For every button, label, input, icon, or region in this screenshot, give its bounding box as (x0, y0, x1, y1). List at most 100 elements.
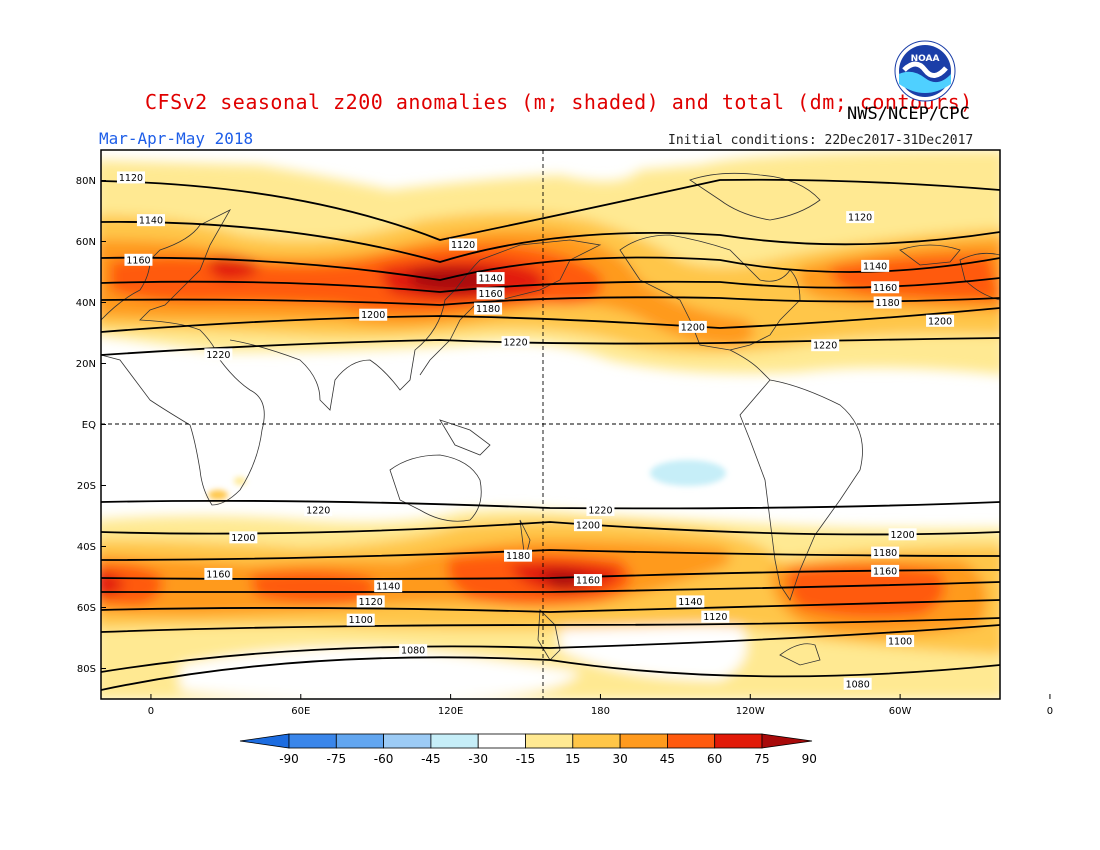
lat-tick-label: 80S (77, 664, 96, 675)
contour-label-bg (676, 595, 705, 608)
colorbar-label: -15 (515, 752, 536, 766)
map-title: CFSv2 seasonal z200 anomalies (m; shaded… (145, 90, 973, 114)
contour-label-bg (204, 348, 233, 361)
contour-label-bg (701, 610, 730, 623)
contour-label: 1120 (359, 597, 383, 608)
contour-label-bg (573, 574, 602, 587)
lat-tick-label: 60N (76, 237, 96, 248)
lon-tick-label: 120W (736, 706, 765, 717)
contour-label: 1180 (876, 298, 900, 309)
contour-label: 1160 (206, 569, 230, 580)
contour-label-bg (678, 320, 707, 333)
colorbar-label: 15 (565, 752, 581, 766)
colorbar-swatch (619, 733, 668, 749)
contour-label-bg (846, 211, 875, 224)
contour-labels: 1120114011601120114011601180120012201220… (116, 171, 955, 690)
colorbar (239, 733, 813, 749)
colorbar-swatch (288, 733, 337, 749)
contour-label: 1180 (506, 551, 530, 562)
contour-label-bg (888, 528, 917, 541)
contour-label-bg (229, 531, 258, 544)
contour-label-bg (504, 549, 533, 562)
colorbar-label: 30 (612, 752, 628, 766)
initial-conditions-label: Initial conditions: 22Dec2017-31Dec2017 (668, 133, 974, 148)
colorbar-swatch (572, 733, 621, 749)
contour-label-bg (346, 613, 375, 626)
contour-label: 1200 (891, 530, 915, 541)
colorbar-label: 60 (707, 752, 723, 766)
contour-label-bg (136, 214, 165, 227)
contour-label: 1220 (306, 505, 330, 516)
lat-tick-label: 40S (77, 542, 96, 553)
contour-label-bg (204, 567, 233, 580)
colorbar-swatch (383, 733, 432, 749)
contour-label-bg (476, 272, 505, 285)
colorbar-label: 45 (659, 752, 676, 766)
coastlines (101, 172, 1000, 666)
contour-label-bg (476, 287, 505, 300)
colorbar-swatch (667, 733, 716, 749)
contour-label-bg (374, 580, 403, 593)
contour-label: 1160 (873, 566, 897, 577)
contour-label-bg (871, 564, 900, 577)
contour-label: 1160 (478, 289, 502, 300)
contour-label-bg (843, 677, 872, 690)
noaa-logo: NOAA (894, 40, 956, 102)
colorbar-swatch (335, 733, 384, 749)
contour-label: 1160 (126, 255, 150, 266)
lat-tick-label: 40N (76, 298, 96, 309)
latitude-axis: 80N 60N 40N 20N EQ 20S 40S 60S 80S (76, 176, 106, 675)
total-height-contours (101, 178, 1000, 691)
contour-label-bg (359, 308, 388, 321)
lat-tick-label: 20S (77, 481, 96, 492)
contour-label-bg (871, 281, 900, 294)
lat-tick-label: EQ (82, 420, 96, 431)
contour-label: 1160 (576, 576, 600, 587)
colorbar-label: 75 (754, 752, 770, 766)
contour-label: 1200 (928, 316, 952, 327)
agency-label: NWS/NCEP/CPC (847, 104, 970, 124)
contour-label: 1120 (703, 612, 727, 623)
contour-label-bg (926, 314, 955, 327)
contour-label: 1200 (576, 521, 600, 532)
contour-label-bg (873, 296, 902, 309)
contour-label: 1140 (139, 216, 163, 227)
colorbar-label: -30 (468, 752, 488, 766)
contour-label: 1220 (206, 350, 230, 361)
contour-label: 1140 (678, 597, 702, 608)
contour-label: 1120 (848, 213, 872, 224)
contour-label-bg (474, 302, 503, 315)
contour-label-bg (399, 644, 428, 657)
contour-label: 1080 (846, 679, 870, 690)
colorbar-label: -60 (373, 752, 394, 766)
map-plot-area: 1120114011601120114011601180120012201220… (101, 150, 1000, 699)
contour-label: 1200 (231, 533, 255, 544)
colorbar-label: -90 (279, 752, 299, 766)
contour-label: 1220 (503, 338, 527, 349)
contour-label: 1080 (401, 646, 425, 657)
contour-label: 1140 (863, 261, 887, 272)
contour-label-bg (573, 519, 602, 532)
longitude-axis: 0 60E 120E 180 120W 60W 0 (148, 694, 1053, 717)
contour-label: 1180 (873, 548, 897, 559)
contour-label: 1200 (361, 310, 385, 321)
contour-label-bg (861, 259, 890, 272)
contour-label-bg (501, 336, 530, 349)
contour-label: 1100 (349, 615, 373, 626)
colorbar-label: 90 (801, 752, 817, 766)
colorbar-label: -75 (326, 752, 347, 766)
colorbar-swatch (430, 733, 479, 749)
contour-label-bg (886, 635, 915, 648)
lon-tick-label: 60W (889, 706, 912, 717)
lat-tick-label: 80N (76, 176, 96, 187)
contour-label: 1100 (888, 637, 912, 648)
lon-tick-label: 0 (1047, 706, 1053, 717)
contour-label-bg (124, 253, 153, 266)
contour-label-bg (356, 595, 385, 608)
lon-tick-label: 180 (591, 706, 610, 717)
anomaly-shading-misc (208, 460, 726, 500)
contour-label-bg (449, 238, 478, 251)
contour-label: 1140 (376, 582, 400, 593)
noaa-logo-text: NOAA (911, 54, 940, 64)
